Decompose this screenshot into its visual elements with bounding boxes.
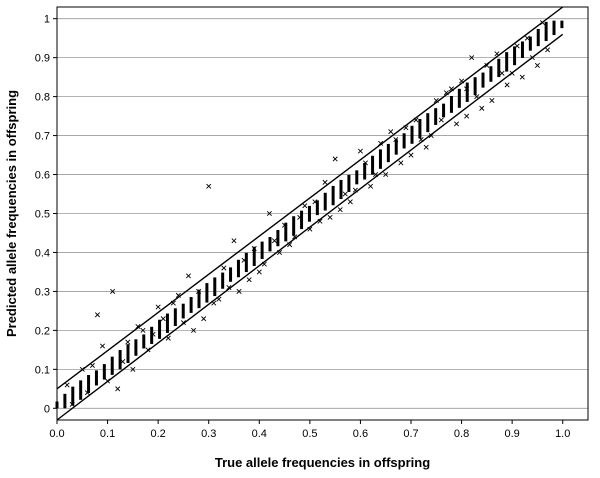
outlier-point	[368, 183, 374, 189]
outlier-point	[282, 222, 288, 228]
outlier-point	[94, 312, 100, 318]
y-tick-label: 0	[44, 403, 50, 415]
outlier-point	[271, 238, 277, 244]
x-tick-label: 0.4	[252, 428, 267, 440]
outlier-point	[383, 172, 389, 178]
outlier-point	[64, 382, 70, 388]
outlier-point	[206, 183, 212, 189]
outlier-point	[256, 269, 262, 275]
outlier-point	[388, 129, 394, 135]
y-tick-label: 0.1	[35, 364, 50, 376]
y-tick-label: 0.9	[35, 53, 50, 65]
outlier-point	[398, 160, 404, 166]
outlier-point	[231, 238, 237, 244]
outlier-point	[140, 327, 146, 333]
outlier-point	[519, 74, 525, 80]
outlier-point	[469, 55, 475, 61]
outlier-point	[393, 136, 399, 142]
outlier-point	[251, 246, 257, 252]
x-tick-label: 0.7	[403, 428, 418, 440]
outlier-points	[64, 20, 551, 407]
outlier-point	[196, 288, 202, 294]
y-tick-label: 0.5	[35, 209, 50, 221]
outlier-point	[347, 199, 353, 205]
outlier-point	[453, 121, 460, 127]
outlier-point	[464, 86, 470, 92]
outlier-point	[322, 179, 328, 185]
y-tick-label: 0.2	[35, 325, 50, 337]
x-tick-label: 0.0	[49, 428, 64, 440]
y-axis-ticks: 0 0.1 0.2 0.3 0.4 0.5 0.6 0.7 0.8 0.9 1	[35, 14, 57, 415]
y-tick-label: 0.4	[35, 247, 50, 259]
outlier-point	[504, 82, 510, 88]
outlier-point	[337, 207, 343, 213]
outlier-point	[489, 97, 495, 104]
outlier-point	[135, 323, 141, 330]
outlier-point	[155, 304, 161, 310]
outlier-point	[266, 210, 272, 217]
x-tick-label: 0.2	[150, 428, 165, 440]
dense-band	[55, 20, 564, 409]
outlier-point	[499, 70, 505, 76]
x-tick-label: 1.0	[555, 428, 570, 440]
outlier-point	[332, 156, 338, 162]
outlier-point	[191, 327, 197, 333]
outlier-point	[84, 390, 90, 396]
y-axis-title: Predicted allele frequencies in offsprin…	[4, 90, 19, 337]
outlier-point	[120, 359, 126, 365]
outlier-point	[236, 288, 242, 294]
outlier-point	[226, 285, 232, 291]
x-tick-label: 0.9	[504, 428, 519, 440]
outlier-point	[357, 148, 363, 154]
y-tick-label: 0.8	[35, 92, 50, 104]
outlier-point	[185, 273, 192, 279]
outlier-point	[479, 105, 485, 111]
outlier-point	[125, 339, 131, 345]
outlier-point	[115, 386, 121, 392]
outlier-point	[110, 288, 116, 294]
x-tick-label: 0.8	[454, 428, 469, 440]
outlier-point	[160, 316, 166, 322]
outlier-point	[246, 277, 252, 283]
outlier-point	[201, 316, 207, 322]
lower-bound-line	[56, 33, 564, 421]
y-tick-label: 0.3	[35, 286, 50, 298]
outlier-point	[297, 214, 303, 220]
outlier-point	[514, 43, 520, 49]
x-tick-label: 0.6	[353, 428, 368, 440]
outlier-point	[150, 331, 156, 337]
outlier-point	[221, 265, 227, 271]
outlier-point	[342, 191, 348, 197]
x-axis-title: True allele frequencies in offspring	[215, 455, 430, 470]
outlier-point	[545, 47, 551, 53]
x-axis-ticks: 0.0 0.1 0.2 0.3 0.4 0.5 0.6 0.7 0.8 0.9 1.0	[49, 420, 570, 440]
grid-lines	[57, 18, 588, 409]
outlier-point	[302, 203, 308, 209]
outlier-point	[464, 113, 470, 119]
reference-lines	[56, 6, 564, 421]
outlier-point	[534, 62, 540, 68]
outlier-point	[408, 152, 414, 158]
outlier-point	[130, 366, 136, 372]
outlier-point	[241, 257, 247, 263]
outlier-point	[524, 35, 530, 41]
outlier-point	[423, 144, 429, 150]
outlier-point	[362, 160, 369, 166]
x-tick-label: 0.1	[100, 428, 115, 440]
outlier-point	[69, 401, 75, 407]
y-tick-label: 1	[44, 14, 50, 26]
y-tick-label: 0.7	[35, 131, 50, 143]
outlier-point	[327, 214, 333, 220]
x-tick-label: 0.3	[201, 428, 216, 440]
outlier-point	[312, 199, 318, 205]
upper-bound-line	[56, 6, 564, 390]
x-tick-label: 0.5	[302, 428, 317, 440]
y-tick-label: 0.6	[35, 170, 50, 182]
outlier-point	[99, 343, 106, 349]
outlier-point	[438, 117, 444, 123]
